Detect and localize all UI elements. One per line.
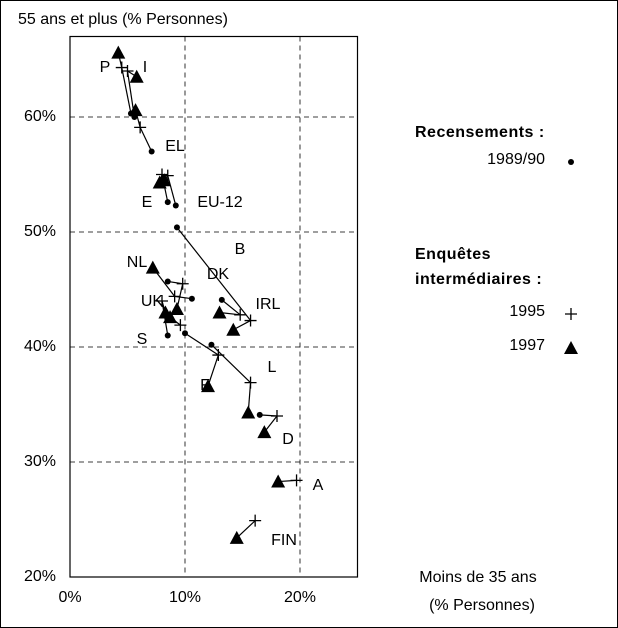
trajectory (207, 354, 219, 387)
country-label: EU-12 (197, 194, 242, 211)
legend-marker (565, 308, 577, 320)
point (244, 314, 257, 327)
trajectory (139, 127, 153, 152)
point (172, 202, 179, 209)
trajectory (236, 520, 256, 539)
y-tick-label: 40% (24, 338, 56, 355)
chart-title: 55 ans et plus (% Personnes) (18, 11, 228, 28)
point (234, 308, 247, 321)
point (111, 45, 126, 59)
country-label: NL (127, 254, 148, 271)
legend-label: 1995 (509, 303, 545, 320)
trajectory (176, 227, 252, 321)
legend-label: 1997 (509, 337, 545, 354)
x-tick-label: 20% (284, 589, 316, 606)
y-tick-label: 20% (24, 568, 56, 585)
country-label: B (235, 241, 246, 258)
point (168, 290, 181, 303)
country-label: D (282, 431, 294, 448)
plot-area (69, 35, 359, 578)
x-tick-label: 0% (58, 589, 81, 606)
point (290, 474, 303, 487)
trajectory (167, 175, 177, 206)
point (129, 69, 144, 83)
legend-label: 1989/90 (487, 151, 545, 168)
legend-heading: intermédiaires : (415, 271, 542, 288)
point (157, 173, 172, 187)
country-label: S (137, 331, 148, 348)
x-tick-label: 10% (169, 589, 201, 606)
legend-marker (564, 341, 578, 354)
point (244, 376, 257, 389)
point (121, 65, 134, 77)
point (226, 322, 241, 336)
point (176, 277, 189, 290)
country-label: IRL (256, 296, 281, 313)
point (212, 349, 225, 362)
point (164, 278, 171, 285)
point (182, 330, 188, 337)
trajectory (121, 67, 132, 114)
point (128, 103, 143, 117)
country-label: F (200, 377, 210, 394)
legend-marker (568, 159, 574, 165)
country-label: EL (165, 138, 185, 155)
point (163, 310, 178, 324)
point (249, 514, 262, 527)
point (256, 411, 263, 418)
trajectory (221, 299, 241, 316)
country-label: A (313, 477, 324, 494)
point (148, 148, 155, 155)
legend-heading: Enquêtes (415, 246, 491, 263)
country-label: E (142, 194, 153, 211)
y-tick-label: 30% (24, 453, 56, 470)
point (169, 302, 184, 316)
x-axis-title: Moins de 35 ans (419, 569, 536, 586)
country-label: I (143, 59, 147, 76)
y-tick-label: 60% (24, 108, 56, 125)
point (156, 295, 168, 307)
point (188, 295, 195, 302)
point (229, 530, 244, 544)
point (201, 379, 215, 393)
point (212, 305, 227, 319)
country-label: L (268, 359, 277, 376)
country-label: DK (207, 266, 230, 283)
point (134, 121, 147, 134)
point (257, 425, 272, 439)
point (271, 410, 283, 422)
trajectory (184, 332, 219, 356)
point (164, 199, 171, 206)
y-tick-label: 50% (24, 223, 56, 240)
point (218, 296, 225, 303)
country-label: UK (141, 293, 164, 310)
point (173, 224, 180, 231)
point (208, 341, 215, 348)
x-axis-title: (% Personnes) (429, 597, 535, 614)
country-label: FIN (271, 532, 297, 549)
point (174, 319, 187, 332)
point (241, 405, 256, 419)
point (145, 260, 160, 274)
country-label: P (100, 59, 111, 76)
point (271, 474, 286, 488)
legend-heading: Recensements : (415, 124, 545, 141)
point (164, 332, 171, 339)
